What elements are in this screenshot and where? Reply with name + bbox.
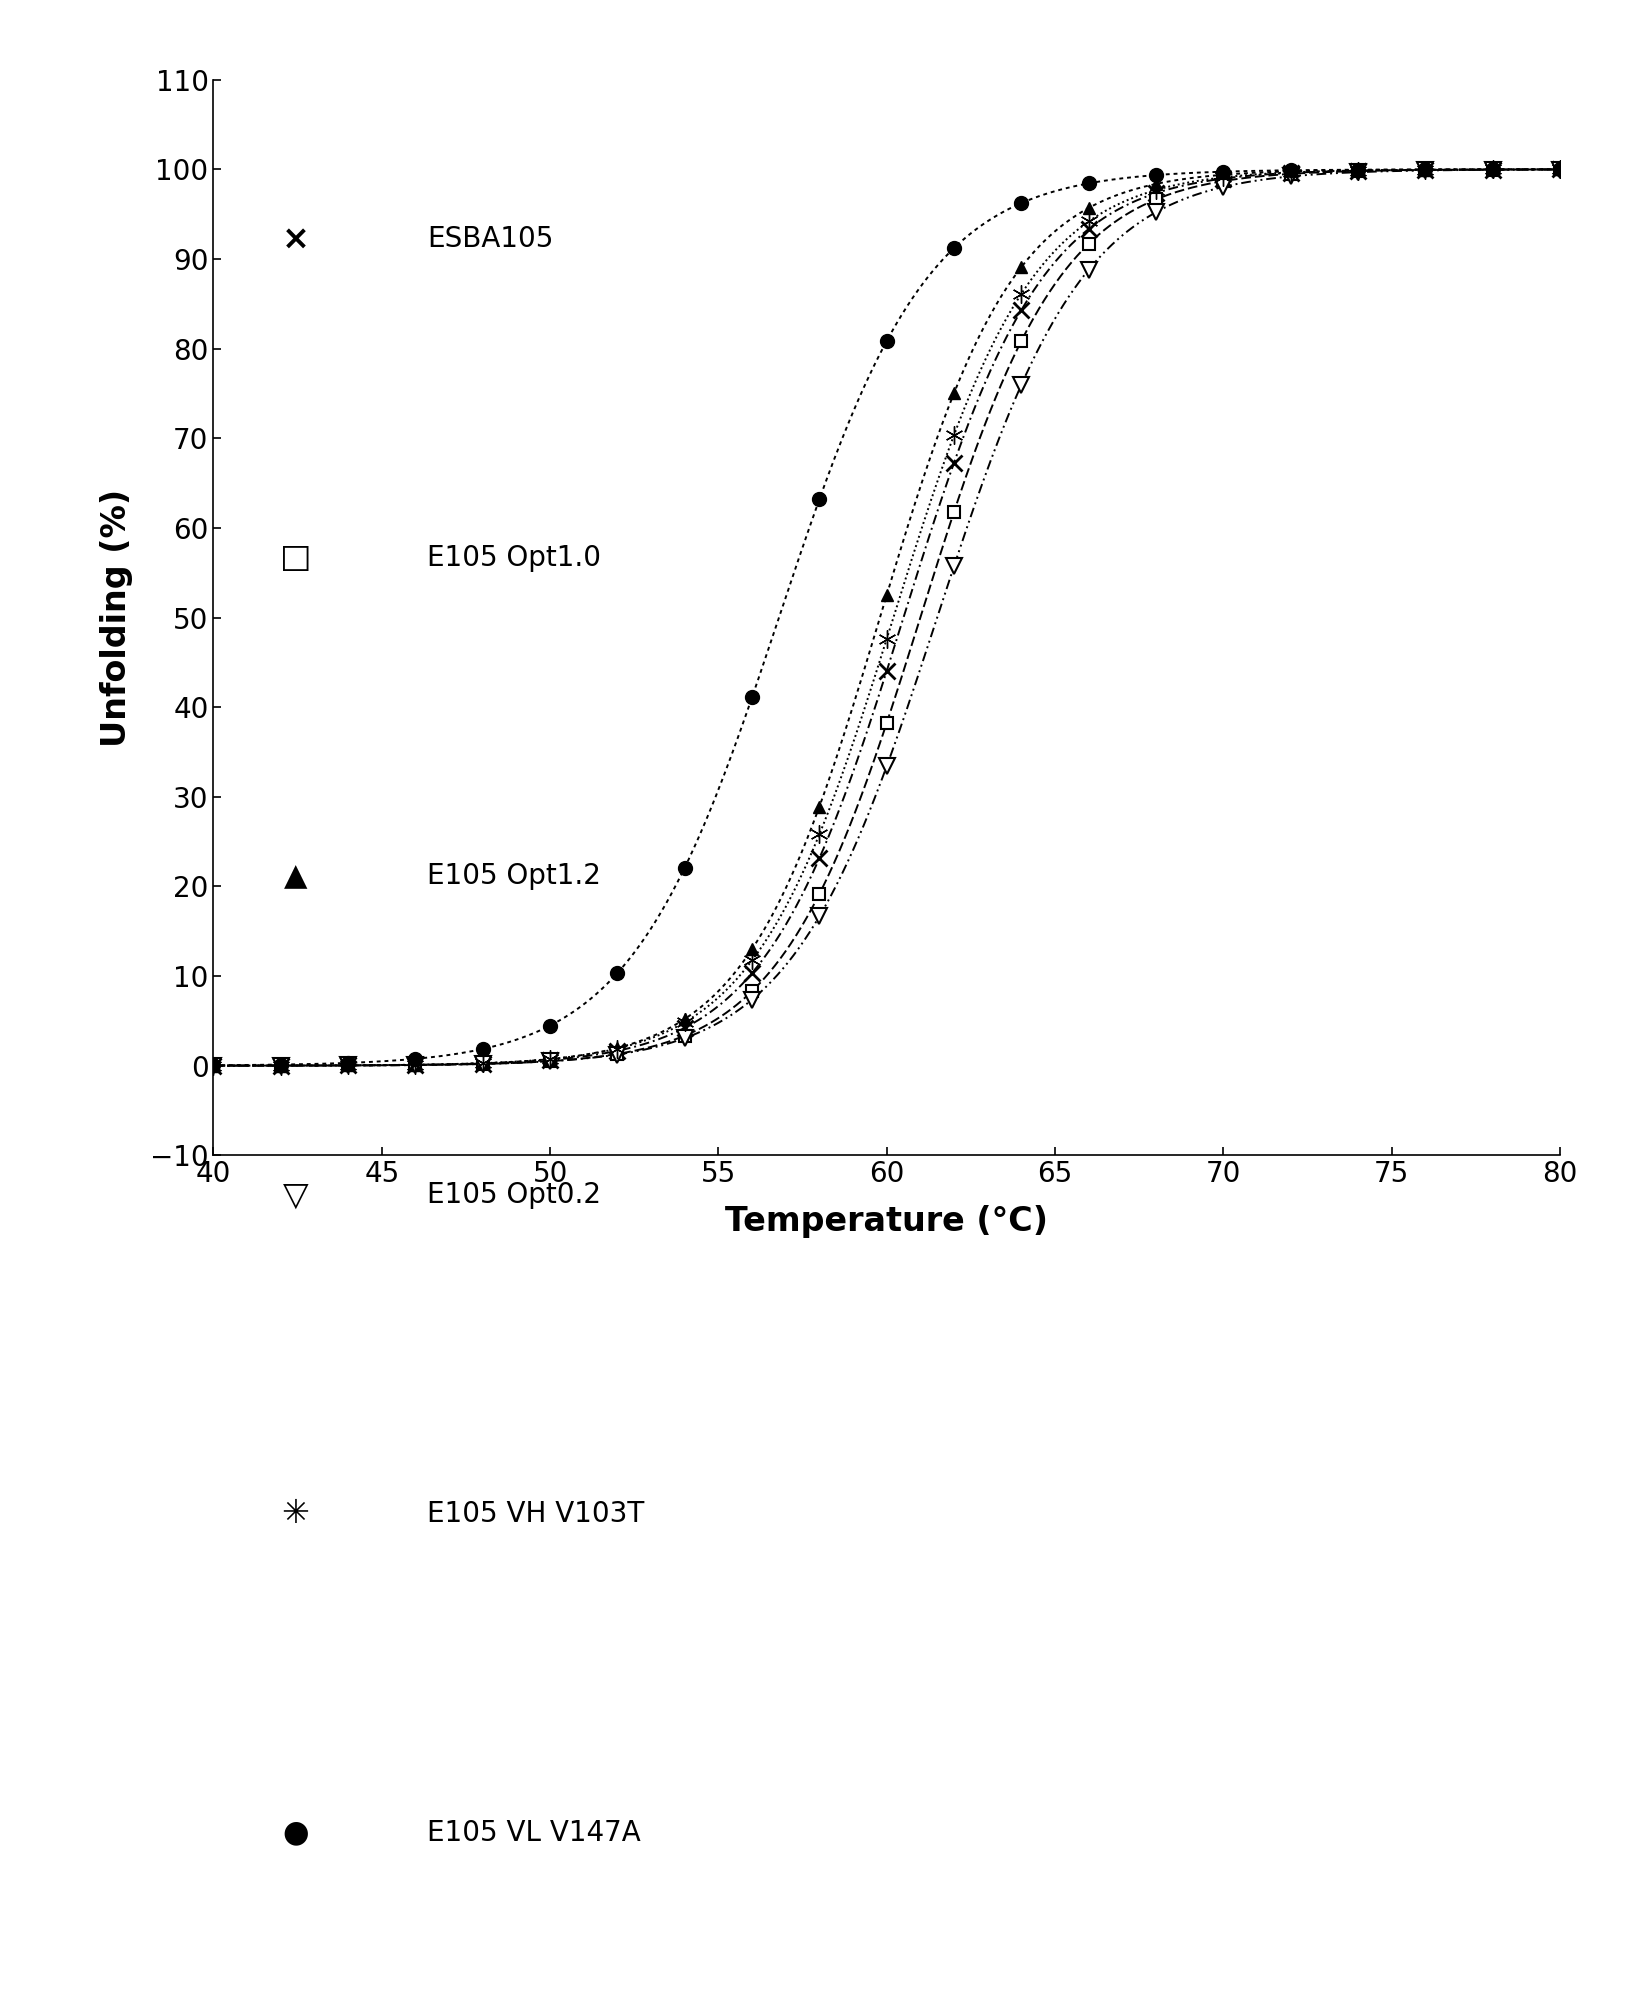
Y-axis label: Unfolding (%): Unfolding (%) xyxy=(100,488,133,747)
X-axis label: Temperature (°C): Temperature (°C) xyxy=(726,1205,1048,1237)
Text: ▽: ▽ xyxy=(282,1179,309,1211)
Text: ✳: ✳ xyxy=(281,1498,310,1530)
Text: ESBA105: ESBA105 xyxy=(427,225,553,253)
Text: ●: ● xyxy=(282,1819,309,1847)
Text: E105 Opt1.0: E105 Opt1.0 xyxy=(427,544,601,572)
Text: E105 VH V103T: E105 VH V103T xyxy=(427,1500,644,1528)
Text: ×: × xyxy=(281,223,310,255)
Text: □: □ xyxy=(279,542,312,574)
Text: ▲: ▲ xyxy=(284,863,307,890)
Text: E105 Opt0.2: E105 Opt0.2 xyxy=(427,1181,601,1209)
Text: E105 VL V147A: E105 VL V147A xyxy=(427,1819,640,1847)
Text: E105 Opt1.2: E105 Opt1.2 xyxy=(427,863,601,890)
